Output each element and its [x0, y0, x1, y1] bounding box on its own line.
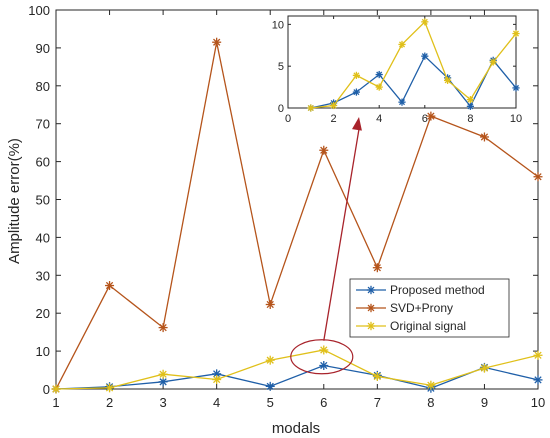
- x-tick-label: 2: [106, 395, 113, 410]
- inset-series-1-point: [398, 40, 406, 49]
- inset-series-1-point: [421, 18, 429, 26]
- inset-series-1-point: [512, 29, 520, 38]
- inset-series-1-point: [466, 96, 474, 104]
- annotation: [290, 117, 362, 375]
- inset-x-tick-label: 0: [285, 113, 291, 125]
- x-tick-label: 10: [531, 395, 545, 410]
- legend-label: Proposed method: [390, 283, 485, 297]
- series-2-point: [372, 371, 382, 381]
- series-1-point: [319, 145, 329, 155]
- legend-label: Original signal: [390, 319, 466, 333]
- x-axis-label: modals: [272, 420, 320, 437]
- inset-series-0-point: [375, 70, 383, 79]
- series-0-point: [319, 361, 329, 371]
- series-1-point: [212, 37, 222, 47]
- y-tick-label: 10: [36, 344, 50, 359]
- inset-series-1-point: [489, 58, 497, 66]
- inset-x-tick-label: 4: [376, 113, 382, 125]
- legend-swatch-marker: [366, 285, 376, 295]
- inset-y-tick-label: 0: [278, 103, 284, 115]
- series-0-point: [158, 377, 168, 387]
- series-line-0: [55, 364, 539, 390]
- y-tick-label: 90: [36, 41, 50, 56]
- y-tick-label: 80: [36, 79, 50, 94]
- inset-frame: [287, 15, 517, 109]
- series-line-2: [55, 349, 539, 390]
- series-1-point: [426, 111, 436, 121]
- annotation-arrowhead: [352, 117, 362, 131]
- y-tick-label: 0: [43, 382, 50, 397]
- annotation-arrow: [323, 128, 360, 341]
- inset-series-line-1: [310, 20, 517, 109]
- inset-series-1-point: [307, 104, 315, 112]
- inset-plot: 0 2 4 6 8 10 0 5 10: [272, 15, 522, 125]
- x-tick-label: 3: [159, 395, 166, 410]
- legend-swatch-marker: [366, 303, 376, 313]
- series-2-point: [426, 380, 436, 390]
- series-2-point: [158, 369, 168, 379]
- x-tick-label: 7: [374, 395, 381, 410]
- x-tick-label: 6: [320, 395, 327, 410]
- series-1-point: [158, 323, 168, 333]
- y-tick-label: 70: [36, 117, 50, 132]
- legend: Proposed method SVD+Prony Original signal: [349, 278, 510, 338]
- inset-x-tick-label: 10: [510, 113, 522, 125]
- inset-series-0-point: [421, 52, 429, 60]
- highlight-ellipse: [290, 339, 354, 375]
- x-tick-label: 8: [427, 395, 434, 410]
- inset-series-0-point: [352, 88, 360, 96]
- inset-series-1-point: [375, 83, 383, 91]
- y-axis-label: Amplitude error(%): [6, 138, 23, 264]
- x-tick-label: 4: [213, 395, 220, 410]
- x-tick-label: 5: [267, 395, 274, 410]
- y-tick-label: 50: [36, 193, 50, 208]
- y-tick-label: 100: [28, 3, 50, 18]
- inset-y-tick-label: 5: [278, 61, 284, 73]
- series-1-point: [479, 132, 489, 142]
- series-2-point: [51, 384, 61, 394]
- inset-series-1-point: [352, 71, 360, 79]
- series-line-1: [55, 42, 539, 390]
- legend-label: SVD+Prony: [390, 301, 453, 315]
- inset-series-1-point: [444, 76, 452, 84]
- inset-series-1-point: [330, 101, 338, 110]
- series-1-point: [372, 263, 382, 273]
- y-tick-label: 30: [36, 268, 50, 283]
- series-1-point: [533, 172, 543, 182]
- y-tick-label: 60: [36, 155, 50, 170]
- series-1-point: [265, 299, 275, 309]
- series-2-point: [212, 375, 222, 385]
- inset-y-tick-label: 10: [272, 19, 284, 31]
- series-2-point: [533, 350, 543, 360]
- inset-x-tick-label: 8: [467, 113, 473, 125]
- x-tick-label: 9: [481, 395, 488, 410]
- inset-series-line-0: [310, 55, 517, 109]
- series-2-point: [105, 383, 115, 393]
- series-0-point: [533, 375, 543, 385]
- series-1-point: [105, 281, 115, 291]
- inset-series-0-point: [398, 98, 406, 106]
- y-tick-label: 40: [36, 230, 50, 245]
- x-tick-label: 1: [52, 395, 59, 410]
- legend-swatch-marker: [366, 321, 376, 331]
- inset-x-tick-label: 2: [331, 113, 337, 125]
- inset-x-tick-label: 6: [422, 113, 428, 125]
- series-0-point: [265, 381, 275, 391]
- series-2-point: [265, 355, 275, 365]
- y-tick-label: 20: [36, 306, 50, 321]
- series-2-point: [319, 345, 329, 355]
- inset-series-0-point: [466, 102, 474, 110]
- series-2-point: [479, 363, 489, 373]
- inset-series-0-point: [512, 84, 520, 92]
